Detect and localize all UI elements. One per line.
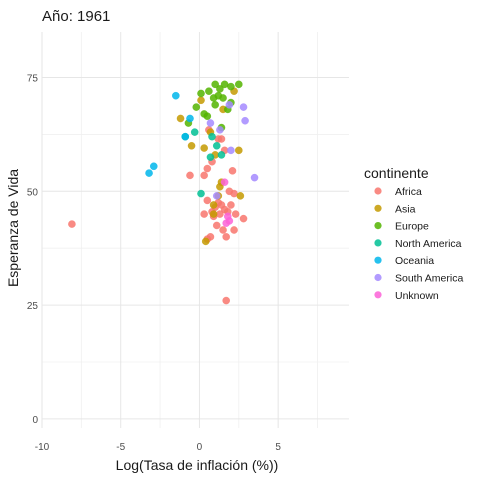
chart-title: Año: 1961	[42, 8, 110, 25]
data-point-africa	[227, 201, 235, 209]
data-point-asia	[234, 146, 243, 155]
data-point-europe	[214, 91, 223, 100]
legend-items: Africa Asia Europe North America Oceania Sout…	[374, 186, 463, 302]
grid	[41, 32, 349, 428]
y-tick-label: 75	[27, 74, 39, 85]
y-tick-label: 0	[32, 415, 38, 426]
legend-label-north-america: North America	[395, 238, 462, 250]
data-point-africa	[212, 221, 221, 230]
data-point-asia	[187, 141, 196, 150]
data-point-oceania	[186, 114, 194, 123]
x-tick-label: -10	[35, 442, 50, 453]
data-point-south-america	[241, 116, 249, 125]
data-point-asia	[176, 114, 185, 123]
data-point-north-america	[190, 128, 199, 136]
data-point-africa	[203, 196, 212, 205]
legend-swatch-africa	[374, 187, 382, 195]
y-tick-label: 50	[27, 187, 39, 198]
data-point-europe	[211, 80, 220, 89]
data-point-africa	[200, 210, 209, 218]
legend-title: continente	[364, 165, 429, 181]
data-point-south-america	[227, 146, 235, 155]
data-point-europe	[234, 80, 243, 89]
legend-swatch-oceania	[374, 256, 382, 264]
data-point-unknown	[220, 178, 229, 187]
legend-label-asia: Asia	[395, 203, 416, 215]
data-point-africa	[186, 171, 194, 180]
data-point-asia	[200, 144, 209, 152]
data-point-asia	[201, 237, 210, 246]
data-point-unknown	[222, 219, 231, 228]
x-tick-label: -5	[116, 442, 125, 453]
data-point-europe	[192, 103, 201, 111]
x-tick-label: 0	[197, 442, 203, 453]
data-point-africa	[200, 171, 209, 180]
data-point-south-america	[216, 126, 224, 134]
data-point-africa	[217, 135, 226, 143]
x-tick-label: 5	[275, 442, 281, 453]
legend-label-unknown: Unknown	[395, 290, 439, 302]
data-point-asia	[197, 96, 205, 105]
data-point-africa	[222, 296, 231, 305]
data-point-asia	[209, 201, 218, 209]
data-points	[68, 80, 259, 305]
data-point-oceania	[181, 132, 190, 141]
legend-label-europe: Europe	[395, 221, 429, 233]
legend-swatch-asia	[374, 204, 382, 212]
data-point-oceania	[145, 169, 153, 177]
data-point-north-america	[197, 189, 205, 198]
data-point-south-america	[250, 173, 259, 182]
legend-swatch-north-america	[374, 239, 382, 247]
data-point-asia	[236, 192, 245, 200]
data-point-africa	[219, 226, 227, 234]
data-point-africa	[222, 232, 231, 241]
x-axis-label: Log(Tasa de inflación (%))	[116, 457, 279, 473]
data-point-south-america	[225, 100, 234, 109]
data-point-africa	[230, 226, 238, 234]
legend-label-africa: Africa	[395, 186, 422, 198]
data-point-south-america	[206, 119, 215, 127]
data-point-north-america	[206, 153, 215, 162]
legend: continente Africa Asia Europe North America…	[364, 165, 463, 302]
y-tick-label: 25	[27, 301, 39, 312]
data-point-africa	[203, 164, 212, 173]
y-axis-label: Esperanza de Vida	[5, 169, 21, 287]
data-point-north-america	[208, 132, 216, 141]
data-point-africa	[206, 232, 215, 241]
data-point-north-america	[217, 151, 226, 159]
data-point-africa	[68, 220, 76, 228]
legend-label-oceania: Oceania	[395, 255, 434, 267]
data-point-africa	[231, 210, 240, 218]
data-point-europe	[211, 100, 220, 109]
data-point-oceania	[171, 91, 180, 100]
legend-label-south-america: South America	[395, 273, 463, 285]
data-point-north-america	[212, 141, 221, 150]
data-point-south-america	[239, 103, 248, 111]
data-point-africa	[239, 214, 248, 223]
legend-swatch-unknown	[374, 291, 382, 299]
data-point-africa	[228, 166, 237, 175]
data-point-south-america	[212, 192, 221, 200]
data-point-asia	[209, 210, 218, 218]
data-point-europe	[203, 112, 212, 121]
data-point-europe	[197, 89, 205, 98]
data-point-oceania	[149, 162, 158, 171]
legend-swatch-europe	[374, 222, 382, 230]
data-point-europe	[205, 87, 213, 96]
data-point-unknown	[223, 212, 232, 221]
data-point-europe	[227, 82, 235, 91]
legend-swatch-south-america	[374, 273, 382, 282]
